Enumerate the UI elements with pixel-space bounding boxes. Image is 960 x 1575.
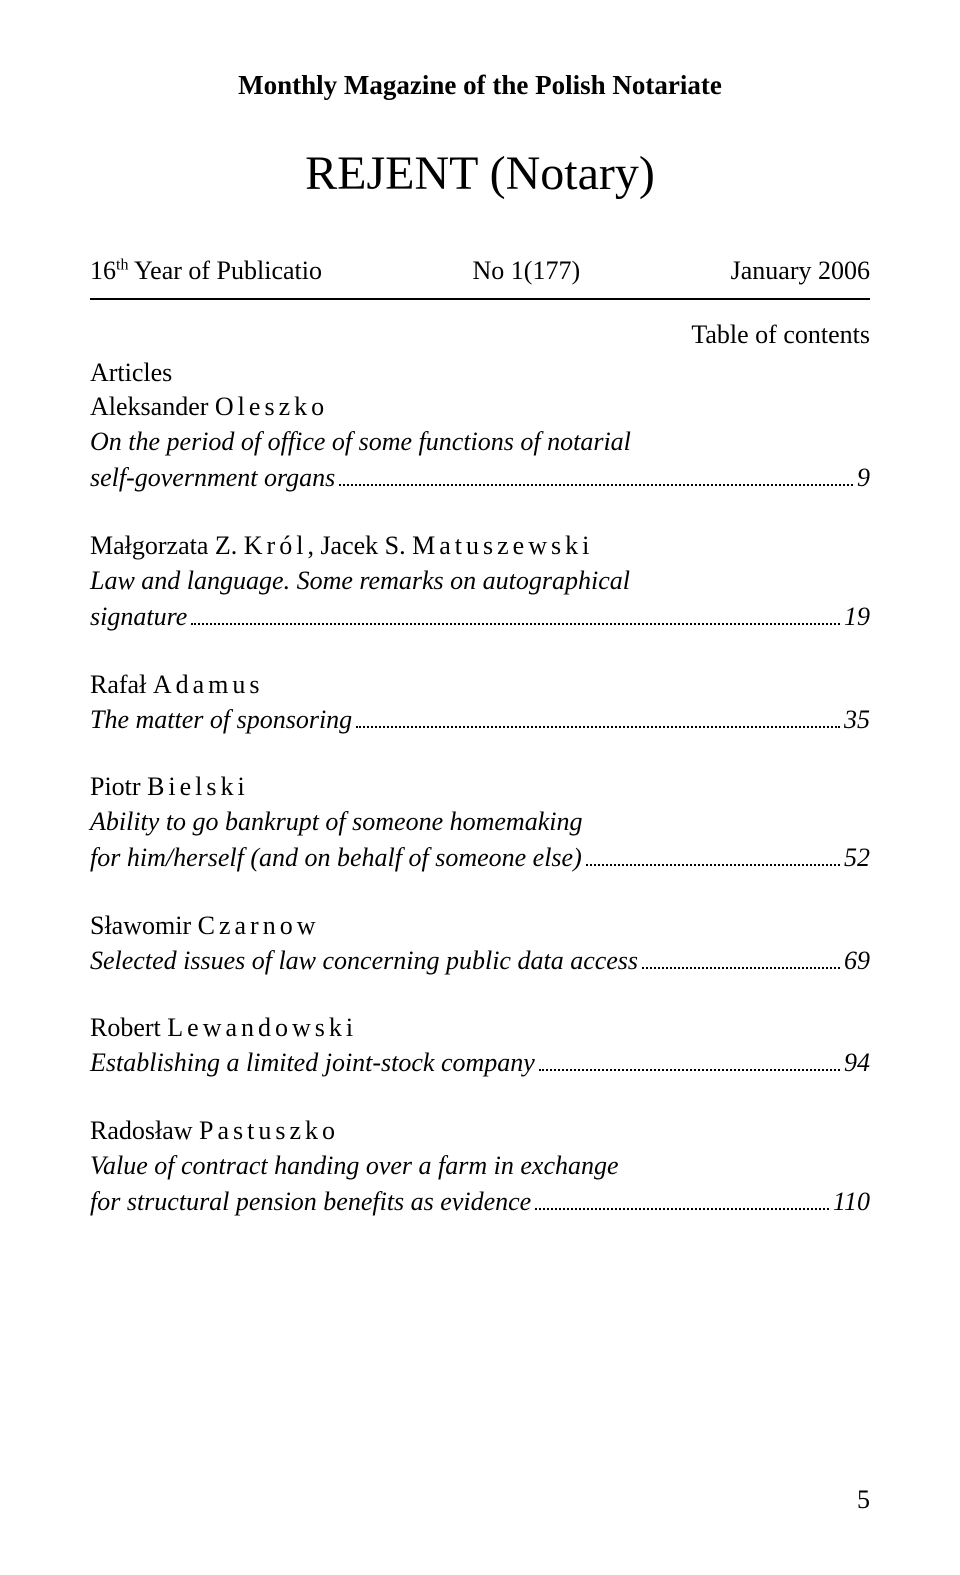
entry-page: 9 <box>857 460 870 496</box>
entry-author: Robert Lewandowski <box>90 1013 870 1043</box>
entry-title-text: Selected issues of law concerning public… <box>90 943 638 979</box>
toc-entry: Piotr BielskiAbility to go bankrupt of s… <box>90 772 870 877</box>
entry-page: 19 <box>844 599 870 635</box>
entry-title-text: Establishing a limited joint-stock compa… <box>90 1045 535 1081</box>
publication-info: 16th Year of Publicatio No 1(177) Januar… <box>90 256 870 286</box>
entry-page: 69 <box>844 943 870 979</box>
toc-entry: Robert LewandowskiEstablishing a limited… <box>90 1013 870 1081</box>
entry-author: Małgorzata Z. Król, Jacek S. Matuszewski <box>90 531 870 561</box>
entry-author: Piotr Bielski <box>90 772 870 802</box>
leader-dots <box>539 1069 840 1071</box>
toc-entry: Małgorzata Z. Król, Jacek S. Matuszewski… <box>90 531 870 636</box>
pub-year: 16th Year of Publicatio <box>90 256 322 286</box>
leader-dots <box>339 484 853 486</box>
toc-entry: Radosław PastuszkoValue of contract hand… <box>90 1116 870 1221</box>
divider-line <box>90 298 870 300</box>
leader-dots <box>191 623 840 625</box>
entry-title-line: Value of contract handing over a farm in… <box>90 1148 870 1184</box>
entry-author: Aleksander Oleszko <box>90 392 870 422</box>
magazine-header: Monthly Magazine of the Polish Notariate <box>90 70 870 101</box>
entry-title-text: for structural pension benefits as evide… <box>90 1184 531 1220</box>
entry-title-last-row: signature 19 <box>90 599 870 635</box>
entry-title-line: Law and language. Some remarks on autogr… <box>90 563 870 599</box>
entry-title-text: for him/herself (and on behalf of someon… <box>90 840 582 876</box>
entry-title-text: signature <box>90 599 187 635</box>
page-number: 5 <box>857 1485 870 1515</box>
entry-title-text: The matter of sponsoring <box>90 702 352 738</box>
entry-author: Rafał Adamus <box>90 670 870 700</box>
entry-author: Sławomir Czarnow <box>90 911 870 941</box>
section-articles: Articles <box>90 358 870 388</box>
toc-entry: Rafał AdamusThe matter of sponsoring 35 <box>90 670 870 738</box>
entry-title-last-row: self-government organs 9 <box>90 460 870 496</box>
toc-entry: Aleksander OleszkoOn the period of offic… <box>90 392 870 497</box>
entry-title-last-row: Selected issues of law concerning public… <box>90 943 870 979</box>
entry-page: 52 <box>844 840 870 876</box>
leader-dots <box>586 864 840 866</box>
entry-title-last-row: for him/herself (and on behalf of someon… <box>90 840 870 876</box>
entry-title-line: On the period of office of some function… <box>90 424 870 460</box>
toc-entry: Sławomir CzarnowSelected issues of law c… <box>90 911 870 979</box>
entry-title-last-row: Establishing a limited joint-stock compa… <box>90 1045 870 1081</box>
entry-author: Radosław Pastuszko <box>90 1116 870 1146</box>
entry-page: 94 <box>844 1045 870 1081</box>
entry-title-line: Ability to go bankrupt of someone homema… <box>90 804 870 840</box>
pub-date: January 2006 <box>731 256 870 286</box>
magazine-title: REJENT (Notary) <box>90 146 870 201</box>
pub-issue: No 1(177) <box>473 256 581 286</box>
entry-title-last-row: for structural pension benefits as evide… <box>90 1184 870 1220</box>
entry-title-last-row: The matter of sponsoring 35 <box>90 702 870 738</box>
leader-dots <box>535 1208 829 1210</box>
entry-page: 35 <box>844 702 870 738</box>
leader-dots <box>356 726 840 728</box>
leader-dots <box>642 967 840 969</box>
entry-title-text: self-government organs <box>90 460 335 496</box>
entry-page: 110 <box>833 1184 870 1220</box>
toc-heading: Table of contents <box>90 320 870 350</box>
